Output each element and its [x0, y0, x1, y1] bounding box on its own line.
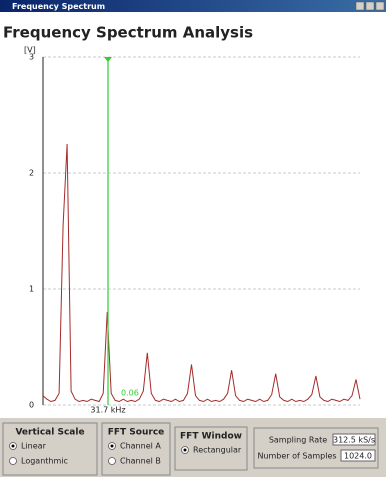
title-bar: [0, 0, 386, 12]
cursor-marker[interactable]: [104, 57, 112, 62]
page-title: Frequency Spectrum Analysis: [3, 24, 253, 42]
y-axis-label: [V]: [24, 46, 36, 55]
samples-value: 1024.0: [344, 452, 372, 461]
group-box: [174, 426, 248, 471]
radio-button[interactable]: [9, 457, 17, 465]
plot: 0 1 2 3: [29, 53, 361, 410]
group-box: [2, 422, 98, 476]
radio-label[interactable]: Rectangular: [193, 446, 242, 455]
radio-label[interactable]: Linear: [21, 442, 47, 451]
spectrum-line: [42, 143, 361, 403]
controls: Vertical Scale Linear Loganthmic FFT Source…: [2, 422, 248, 476]
group-title: FFT Source: [108, 428, 165, 438]
sampling-rate-field: [332, 433, 376, 446]
cursor-value: 0.06: [121, 389, 139, 398]
samples-label: Number of Samples: [257, 452, 336, 461]
radio-selected[interactable]: [183, 448, 187, 452]
radio-label[interactable]: Loganthmic: [21, 457, 68, 466]
group-title: Vertical Scale: [15, 428, 84, 438]
maximize-button[interactable]: [365, 1, 375, 11]
samples-field: [340, 449, 376, 462]
group-box: [101, 422, 171, 476]
cursor-frequency: 31.7 kHz: [90, 406, 125, 415]
y-tick-label: 1: [29, 285, 34, 294]
radio-label[interactable]: Channel B: [120, 457, 161, 466]
radio-selected[interactable]: [11, 444, 15, 448]
minimize-button[interactable]: [355, 1, 365, 11]
y-tick-label: 0: [29, 401, 34, 410]
sampling-rate-value: 312.5 kS/s: [333, 436, 375, 445]
y-tick-label: 3: [29, 53, 34, 62]
window-title: Frequency Spectrum: [12, 2, 105, 11]
y-tick-label: 2: [29, 169, 34, 178]
group-title: FFT Window: [180, 432, 242, 442]
radio-label[interactable]: Channel A: [120, 442, 161, 451]
radio-selected[interactable]: [110, 444, 114, 448]
radio-button[interactable]: [108, 457, 116, 465]
close-button[interactable]: [375, 1, 385, 11]
sampling-rate-label: Sampling Rate: [269, 436, 327, 445]
info-box: [253, 427, 379, 469]
